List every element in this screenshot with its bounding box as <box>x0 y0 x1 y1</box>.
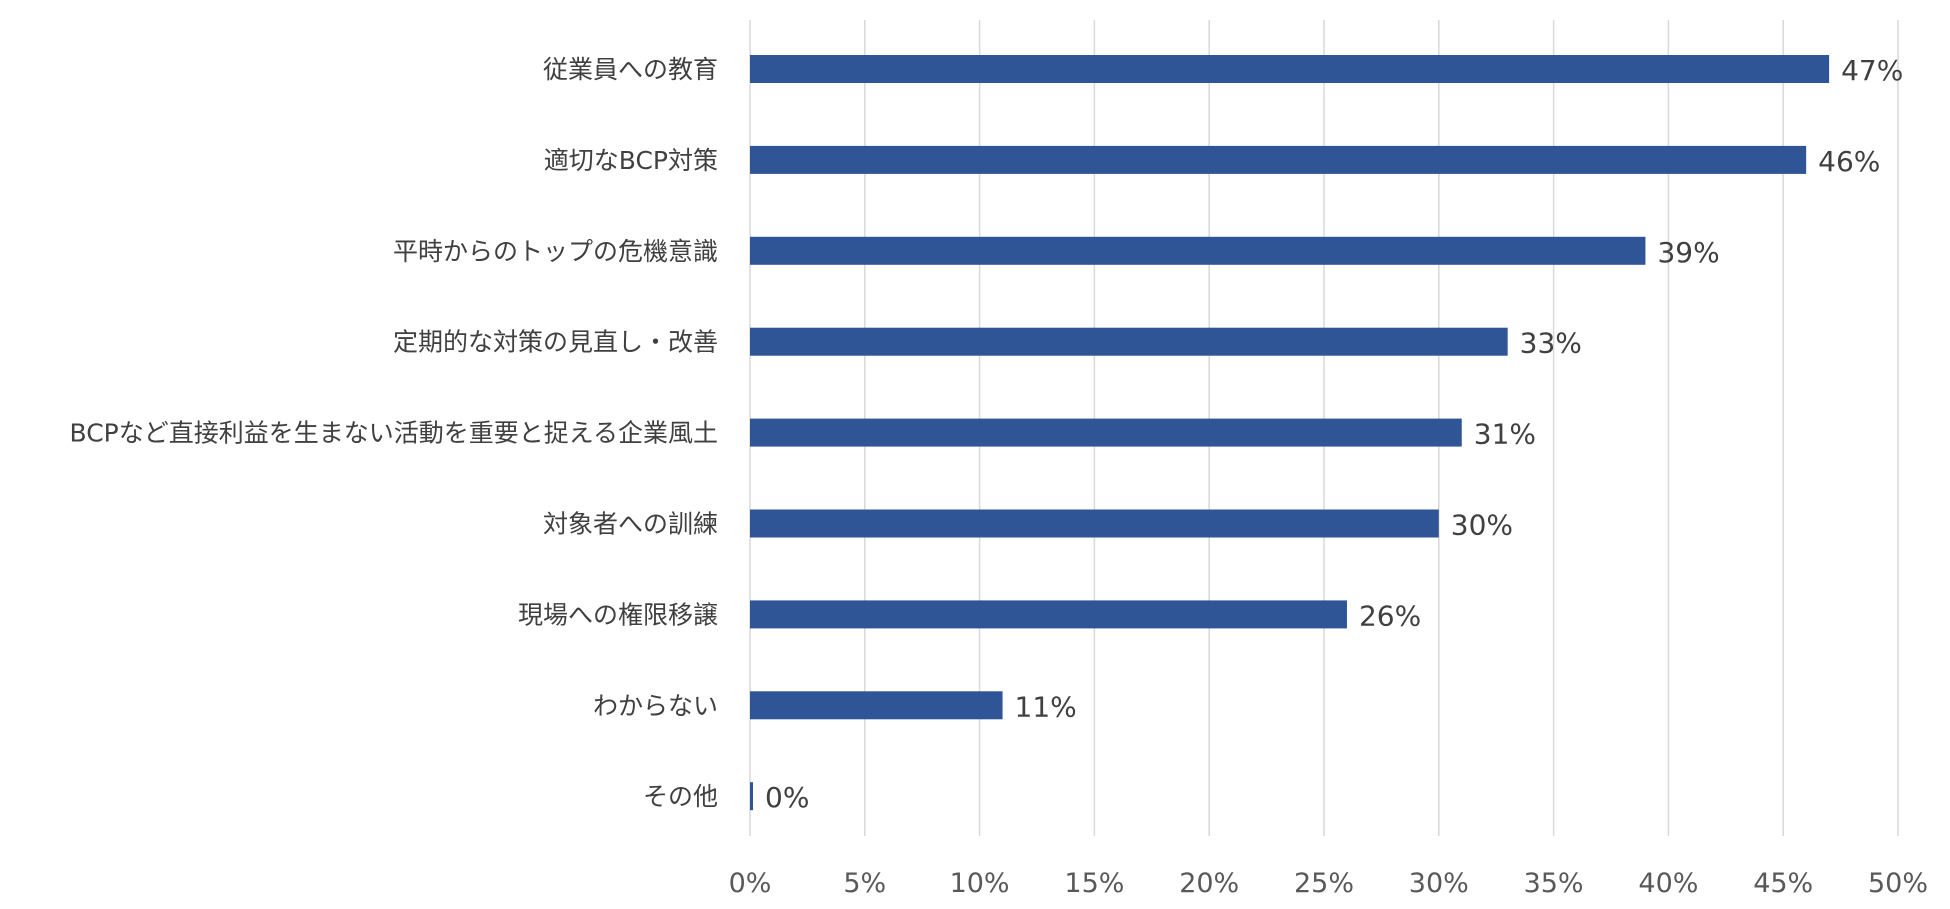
bar <box>750 327 1508 356</box>
x-tick-label: 35% <box>1524 868 1584 899</box>
data-label: 31% <box>1474 418 1536 451</box>
x-tick-label: 30% <box>1409 868 1469 899</box>
bar <box>750 236 1646 265</box>
data-label: 39% <box>1657 236 1719 269</box>
category-label: BCPなど直接利益を生まない活動を重要と捉える企業風土 <box>70 419 719 448</box>
data-label: 47% <box>1841 54 1903 87</box>
category-label: 従業員への教育 <box>543 55 718 84</box>
data-label: 30% <box>1451 509 1513 542</box>
category-label: 対象者への訓練 <box>543 510 718 539</box>
category-label: 適切なBCP対策 <box>544 146 718 175</box>
x-tick-label: 10% <box>950 868 1010 899</box>
category-label: 定期的な対策の見直し・改善 <box>393 328 718 357</box>
bar <box>750 782 753 811</box>
category-label: 平時からのトップの危機意識 <box>393 237 718 266</box>
data-label: 46% <box>1818 145 1880 178</box>
x-axis-tick-labels: 0% 5% 10% 15% 20% 25% 30% 35% 40% 45% 50% <box>729 868 1928 899</box>
data-label: 11% <box>1015 690 1077 723</box>
x-tick-label: 45% <box>1753 868 1813 899</box>
bar <box>750 600 1347 629</box>
bar <box>750 509 1439 538</box>
category-label: 現場への権限移譲 <box>518 600 718 629</box>
bar <box>750 418 1462 447</box>
x-tick-label: 50% <box>1868 868 1928 899</box>
category-label: その他 <box>643 782 718 811</box>
bar <box>750 55 1830 83</box>
category-labels: 従業員への教育適切なBCP対策平時からのトップの危機意識定期的な対策の見直し・改… <box>70 55 719 811</box>
x-tick-label: 15% <box>1064 868 1124 899</box>
data-label: 0% <box>765 781 809 814</box>
x-tick-label: 40% <box>1638 868 1698 899</box>
data-label: 26% <box>1359 599 1421 632</box>
x-tick-label: 0% <box>729 868 772 899</box>
value-labels: 47% 46% 39% 33% 31% 30% 26% 11% 0% <box>765 54 1903 814</box>
category-label: わからない <box>593 691 718 720</box>
bar <box>750 145 1807 174</box>
x-tick-label: 5% <box>843 868 886 899</box>
x-tick-label: 20% <box>1179 868 1239 899</box>
data-label: 33% <box>1520 327 1582 360</box>
bars <box>750 55 1830 811</box>
bar <box>750 691 1003 720</box>
x-tick-label: 25% <box>1294 868 1354 899</box>
